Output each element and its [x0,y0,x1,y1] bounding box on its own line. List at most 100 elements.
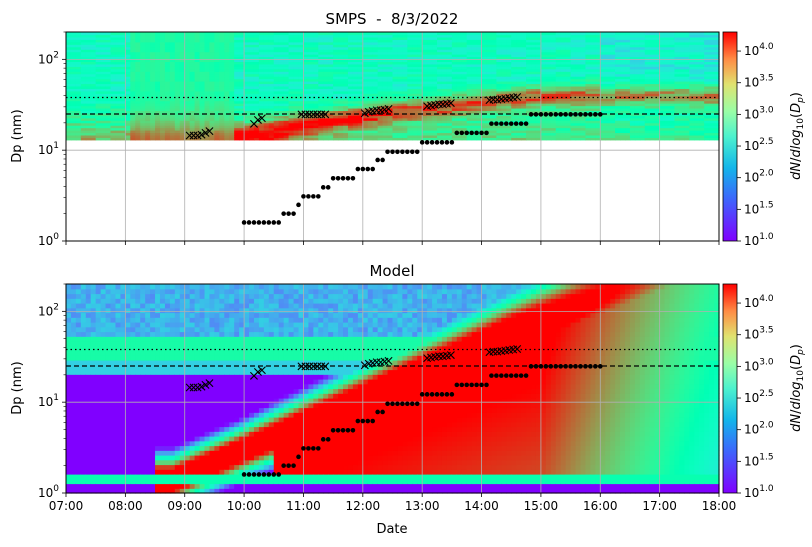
heatmap-cell [318,68,324,72]
heatmap-cell [387,76,394,80]
heatmap-cell [90,39,97,43]
heatmap-cell [283,46,290,50]
heatmap-cell [402,105,408,109]
heatmap-cell [159,90,166,94]
heatmap-cell [338,98,344,102]
heatmap-cell [511,44,517,48]
heatmap-cell [159,44,166,48]
heatmap-cell [189,39,196,43]
heatmap-cell [382,76,389,80]
heatmap-cell [204,73,211,77]
heatmap-cell [531,51,537,55]
heatmap-cell [95,107,102,112]
heatmap-cell [333,81,339,85]
heatmap-cell [258,103,265,107]
heatmap-cell [95,105,102,109]
heatmap-cell [184,117,191,121]
heatmap-cell [481,83,488,87]
heatmap-cell [501,51,507,55]
heatmap-cell [392,49,399,53]
heatmap-cell [620,130,626,134]
heatmap-cell [229,56,235,60]
heatmap-cell [234,130,240,134]
heatmap-cell [184,88,191,92]
heatmap-cell [164,93,171,97]
heatmap-cell [323,58,329,63]
heatmap-cell [545,117,552,121]
heatmap-cell [605,32,611,36]
heatmap-cell [372,137,379,141]
heatmap-cell [120,83,126,87]
heatmap-cell [595,88,601,92]
heatmap-cell [367,122,374,126]
heatmap-cell [323,32,329,36]
heatmap-cell [318,137,324,141]
heatmap-cell [130,71,136,75]
heatmap-cell [293,39,300,43]
heatmap-cell [164,41,171,45]
heatmap-cell [140,110,146,114]
heatmap-cell [417,107,423,112]
heatmap-cell [338,44,344,48]
heatmap-cell [590,63,596,67]
heatmap-cell [545,78,552,82]
heatmap-cell [550,36,557,40]
heatmap-cell [150,90,156,94]
heatmap-cell [224,39,230,43]
heatmap-cell [481,46,488,50]
heatmap-cell [397,90,403,94]
heatmap-cell [496,110,502,114]
heatmap-cell [95,49,102,53]
heatmap-cell [95,36,102,40]
heatmap-cell [506,61,512,65]
heatmap-cell [506,76,512,80]
heatmap-cell [486,61,493,65]
heatmap-cell [155,107,161,112]
heatmap-cell [610,95,616,99]
heatmap-cell [194,110,201,114]
heatmap-cell [605,81,611,85]
heatmap-cell [521,88,527,92]
heatmap-cell [625,130,631,134]
heatmap-cell [432,127,438,131]
heatmap-cell [476,63,483,67]
heatmap-cell [150,103,156,107]
heatmap-cell [283,134,290,138]
heatmap-cell [224,56,230,60]
heatmap-cell [625,122,631,126]
heatmap-cell [323,73,329,77]
heatmap-cell [407,76,413,80]
heatmap-cell [377,95,384,99]
heatmap-cell [610,41,616,45]
heatmap-cell [387,81,394,85]
heatmap-cell [437,137,443,141]
heatmap-cell [110,105,117,109]
heatmap-cell [214,132,220,136]
heatmap-cell [595,63,601,67]
heatmap-cell [130,132,136,136]
heatmap-cell [481,63,488,67]
heatmap-cell [80,66,87,70]
heatmap-cell [585,122,591,126]
heatmap-cell [174,110,181,114]
heatmap-cell [308,66,314,70]
heatmap-cell [66,66,72,70]
heatmap-cell [308,76,314,80]
heatmap-cell [392,83,399,87]
heatmap-cell [540,36,547,40]
heatmap-cell [115,125,122,129]
heatmap-cell [555,61,562,65]
heatmap-cell [323,85,329,89]
heatmap-cell [169,46,176,50]
heatmap-cell [347,63,354,67]
heatmap-cell [521,95,527,99]
heatmap-cell [352,61,359,65]
heatmap-cell [377,73,384,77]
heatmap-cell [347,88,354,92]
heatmap-cell [278,90,285,94]
heatmap-cell [258,127,265,131]
heatmap-cell [155,125,161,129]
heatmap-cell [402,120,408,124]
heatmap-cell [427,88,433,92]
heatmap-cell [258,90,265,94]
